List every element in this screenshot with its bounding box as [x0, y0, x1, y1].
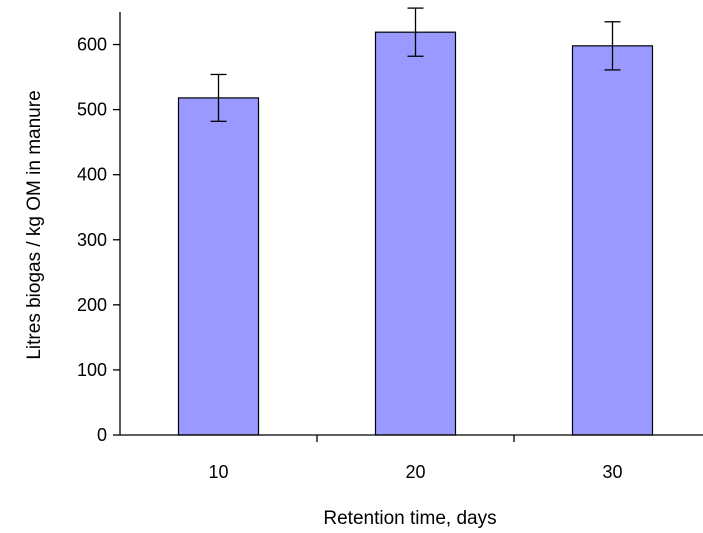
axes-group	[113, 12, 703, 442]
y-tick-label-200: 200	[77, 295, 107, 315]
x-tick-label-10: 10	[208, 462, 228, 482]
bars-group	[177, 31, 654, 436]
y-tick-label-600: 600	[77, 35, 107, 55]
bar-20	[374, 31, 457, 436]
error-bars-group	[210, 7, 621, 122]
y-tick-label-300: 300	[77, 230, 107, 250]
bar-10	[177, 97, 260, 436]
y-tick-label-400: 400	[77, 165, 107, 185]
y-tick-label-100: 100	[77, 360, 107, 380]
x-axis-title: Retention time, days	[323, 508, 496, 529]
bar-30	[571, 45, 654, 436]
y-tick-label-0: 0	[97, 425, 107, 445]
x-tick-label-30: 30	[602, 462, 622, 482]
x-tick-label-20: 20	[405, 462, 425, 482]
y-tick-label-500: 500	[77, 100, 107, 120]
y-axis-title: Litres biogas / kg OM in manure	[24, 90, 45, 359]
